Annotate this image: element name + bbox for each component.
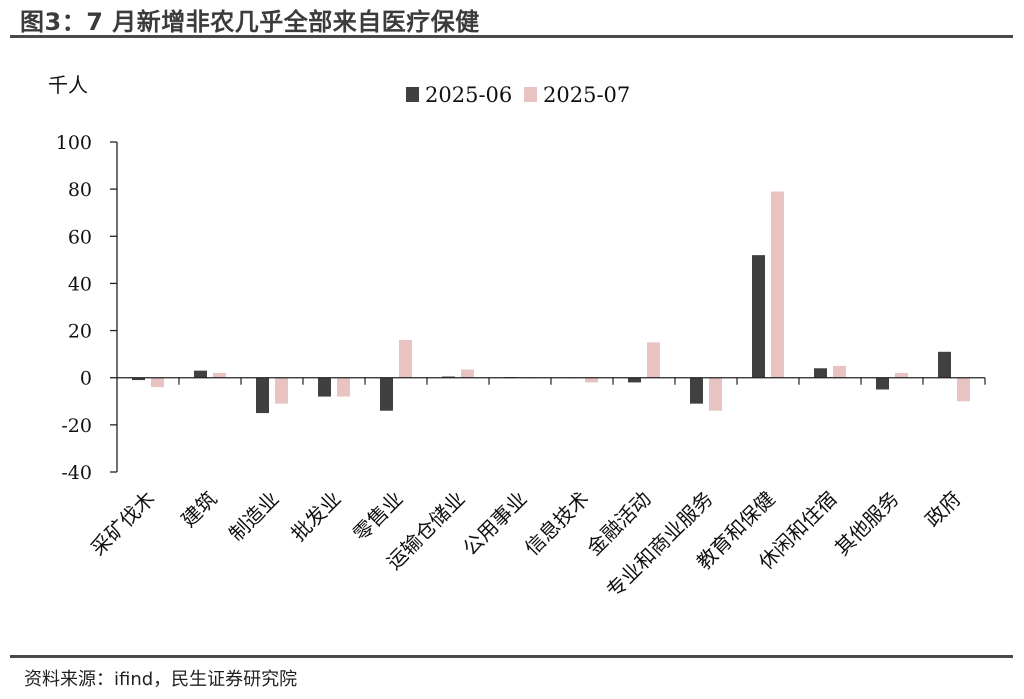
legend-swatch	[524, 87, 537, 102]
bar-jun	[876, 377, 889, 390]
category-label: 采矿伐木	[86, 487, 160, 561]
bar-jul	[461, 369, 474, 378]
y-tick-label: 40	[68, 273, 92, 295]
category-label: 政府	[920, 487, 965, 532]
bar-jul	[895, 373, 908, 378]
bar-jun	[256, 377, 269, 414]
y-tick-label: 60	[68, 226, 92, 248]
title-rule	[10, 35, 1013, 38]
figure-title: 图3：7 月新增非农几乎全部来自医疗保健	[20, 8, 480, 36]
category-label: 专业和商业服务	[602, 487, 718, 603]
bar-jul	[833, 365, 846, 378]
bar-jul	[771, 191, 784, 378]
y-tick-label: 0	[80, 368, 92, 390]
bar-jun	[318, 377, 331, 397]
y-tick-label: 20	[68, 321, 92, 343]
source-note: 资料来源：ifind，民生证券研究院	[24, 669, 298, 690]
bar-jun	[628, 377, 641, 383]
y-tick-label: -20	[61, 415, 92, 437]
footer-rule	[10, 655, 1013, 658]
bar-jul	[647, 342, 660, 378]
bar-jun	[814, 368, 827, 378]
category-label: 其他服务	[830, 487, 904, 561]
bar-jun	[690, 377, 703, 404]
legend-label: 2025-06	[425, 83, 512, 107]
legend-label: 2025-07	[543, 83, 630, 107]
bar-jul	[337, 377, 350, 397]
bar-jul	[709, 377, 722, 411]
bar-jun	[380, 377, 393, 411]
bar-jun	[194, 370, 207, 378]
category-label: 批发业	[286, 487, 345, 546]
bar-jun	[132, 377, 145, 381]
category-label: 制造业	[224, 487, 283, 546]
bar-jul	[275, 377, 288, 404]
category-label: 建筑	[176, 487, 221, 532]
y-tick-label: 80	[68, 179, 92, 201]
category-label: 公用事业	[458, 487, 532, 561]
bar-jun	[752, 255, 765, 378]
bar-jun	[938, 351, 951, 378]
legend-swatch	[406, 87, 419, 102]
bar-jul	[957, 377, 970, 402]
category-label: 信息技术	[520, 487, 594, 561]
y-tick-label: 100	[56, 132, 92, 154]
category-label: 零售业	[348, 487, 407, 546]
bar-jul	[213, 373, 226, 378]
bar-jul	[399, 340, 412, 378]
bar-jul	[585, 377, 598, 383]
bar-jul	[151, 377, 164, 388]
y-tick-label: -40	[61, 462, 92, 484]
y-unit-label: 千人	[48, 73, 88, 97]
